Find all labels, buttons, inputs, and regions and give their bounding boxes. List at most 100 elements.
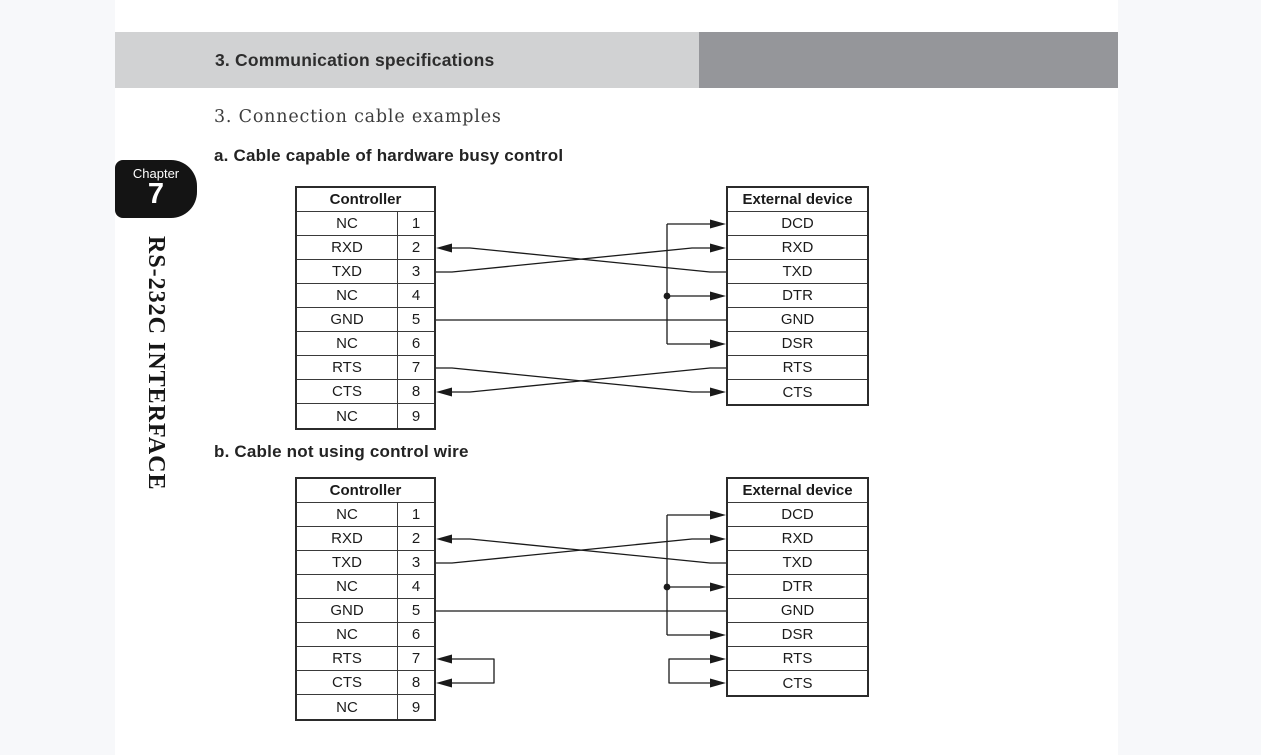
- pin-cell: 1: [411, 215, 421, 232]
- external-table-header: External device: [728, 479, 867, 503]
- signal-cell: RTS: [297, 647, 398, 670]
- signal-cell: TXD: [782, 263, 813, 280]
- diagram-a-heading: a. Cable capable of hardware busy contro…: [214, 146, 564, 165]
- diagram-b-heading: b. Cable not using control wire: [214, 442, 469, 461]
- pin-cell: 4: [411, 287, 421, 304]
- pin-cell: 9: [411, 407, 421, 425]
- signal-cell: GND: [297, 599, 398, 622]
- signal-cell: TXD: [782, 554, 813, 571]
- chapter-side-title: RS-232C INTERFACE: [143, 236, 169, 491]
- controller-table: Controller NC 1 RXD 2 TXD 3 NC 4 GND 5 NC 6 RTS 7 CTS 8 N…: [295, 186, 436, 430]
- external-device-table: External device DCD RXD TXD DTR GND DSR RTS CTS: [726, 186, 869, 406]
- controller-table: Controller NC 1 RXD 2 TXD 3 NC 4 GND 5 NC 6 RTS 7 CTS 8 N…: [295, 477, 436, 721]
- signal-cell: NC: [297, 575, 398, 598]
- table-row: GND 5: [297, 308, 434, 332]
- table-row: DSR: [728, 332, 867, 356]
- signal-cell: NC: [297, 404, 398, 428]
- table-row: DTR: [728, 575, 867, 599]
- table-row: NC 6: [297, 332, 434, 356]
- signal-cell: NC: [297, 695, 398, 719]
- signal-cell: RXD: [781, 239, 814, 256]
- subsection-title: 3. Connection cable examples: [214, 107, 502, 127]
- pin-cell: 3: [411, 554, 421, 571]
- table-row: NC 4: [297, 284, 434, 308]
- table-row: DCD: [728, 503, 867, 527]
- table-row: RXD: [728, 527, 867, 551]
- signal-cell: CTS: [297, 380, 398, 403]
- controller-table-header: Controller: [297, 188, 434, 212]
- signal-cell: TXD: [297, 551, 398, 574]
- table-row: NC 9: [297, 404, 434, 428]
- signal-cell: RXD: [297, 236, 398, 259]
- pin-cell: 5: [411, 602, 421, 619]
- section-header-title: 3. Communication specifications: [215, 49, 495, 70]
- table-row: TXD 3: [297, 260, 434, 284]
- signal-cell: NC: [297, 623, 398, 646]
- signal-cell: GND: [780, 311, 815, 328]
- chapter-badge-number: 7: [147, 178, 165, 210]
- table-row: RTS: [728, 647, 867, 671]
- signal-cell: DCD: [781, 506, 814, 523]
- signal-cell: RTS: [297, 356, 398, 379]
- table-row: GND 5: [297, 599, 434, 623]
- pin-cell: 6: [411, 335, 421, 352]
- pin-cell: 7: [411, 650, 421, 667]
- signal-cell: DCD: [781, 215, 814, 232]
- signal-cell: DTR: [782, 287, 813, 304]
- table-row: TXD 3: [297, 551, 434, 575]
- table-row: TXD: [728, 260, 867, 284]
- table-row: RTS: [728, 356, 867, 380]
- signal-cell: RTS: [782, 359, 813, 376]
- table-row: NC 1: [297, 503, 434, 527]
- table-row: NC 6: [297, 623, 434, 647]
- controller-table-header: Controller: [297, 479, 434, 503]
- signal-cell: NC: [297, 503, 398, 526]
- table-row: CTS: [728, 671, 867, 695]
- chapter-badge-label: Chapter: [132, 166, 180, 181]
- signal-cell: RTS: [782, 650, 813, 667]
- table-row: RXD 2: [297, 527, 434, 551]
- signal-cell: RXD: [781, 530, 814, 547]
- signal-cell: DSR: [781, 626, 814, 643]
- table-row: DSR: [728, 623, 867, 647]
- signal-cell: CTS: [297, 671, 398, 694]
- table-row: RTS 7: [297, 647, 434, 671]
- chapter-badge: Chapter 7: [115, 160, 197, 218]
- table-row: CTS: [728, 380, 867, 404]
- table-row: GND: [728, 599, 867, 623]
- table-row: CTS 8: [297, 380, 434, 404]
- table-row: GND: [728, 308, 867, 332]
- table-row: DTR: [728, 284, 867, 308]
- signal-cell: GND: [780, 602, 815, 619]
- signal-cell: NC: [297, 284, 398, 307]
- table-row: NC 1: [297, 212, 434, 236]
- pin-cell: 2: [411, 239, 421, 256]
- signal-cell: DSR: [781, 335, 814, 352]
- table-row: RXD: [728, 236, 867, 260]
- signal-cell: NC: [297, 332, 398, 355]
- pin-cell: 2: [411, 530, 421, 547]
- signal-cell: CTS: [782, 383, 813, 401]
- pin-cell: 8: [411, 383, 421, 400]
- pin-cell: 9: [411, 698, 421, 716]
- pin-cell: 5: [411, 311, 421, 328]
- pin-cell: 1: [411, 506, 421, 523]
- pin-cell: 6: [411, 626, 421, 643]
- signal-cell: RXD: [297, 527, 398, 550]
- external-device-table: External device DCD RXD TXD DTR GND DSR RTS CTS: [726, 477, 869, 697]
- section-header-bar: 3. Communication specifications: [115, 32, 699, 88]
- table-row: NC 9: [297, 695, 434, 719]
- signal-cell: NC: [297, 212, 398, 235]
- pin-cell: 8: [411, 674, 421, 691]
- signal-cell: CTS: [782, 674, 813, 692]
- signal-cell: TXD: [297, 260, 398, 283]
- table-row: CTS 8: [297, 671, 434, 695]
- table-row: DCD: [728, 212, 867, 236]
- table-row: RXD 2: [297, 236, 434, 260]
- table-row: RTS 7: [297, 356, 434, 380]
- table-row: TXD: [728, 551, 867, 575]
- pin-cell: 3: [411, 263, 421, 280]
- pin-cell: 4: [411, 578, 421, 595]
- pin-cell: 7: [411, 359, 421, 376]
